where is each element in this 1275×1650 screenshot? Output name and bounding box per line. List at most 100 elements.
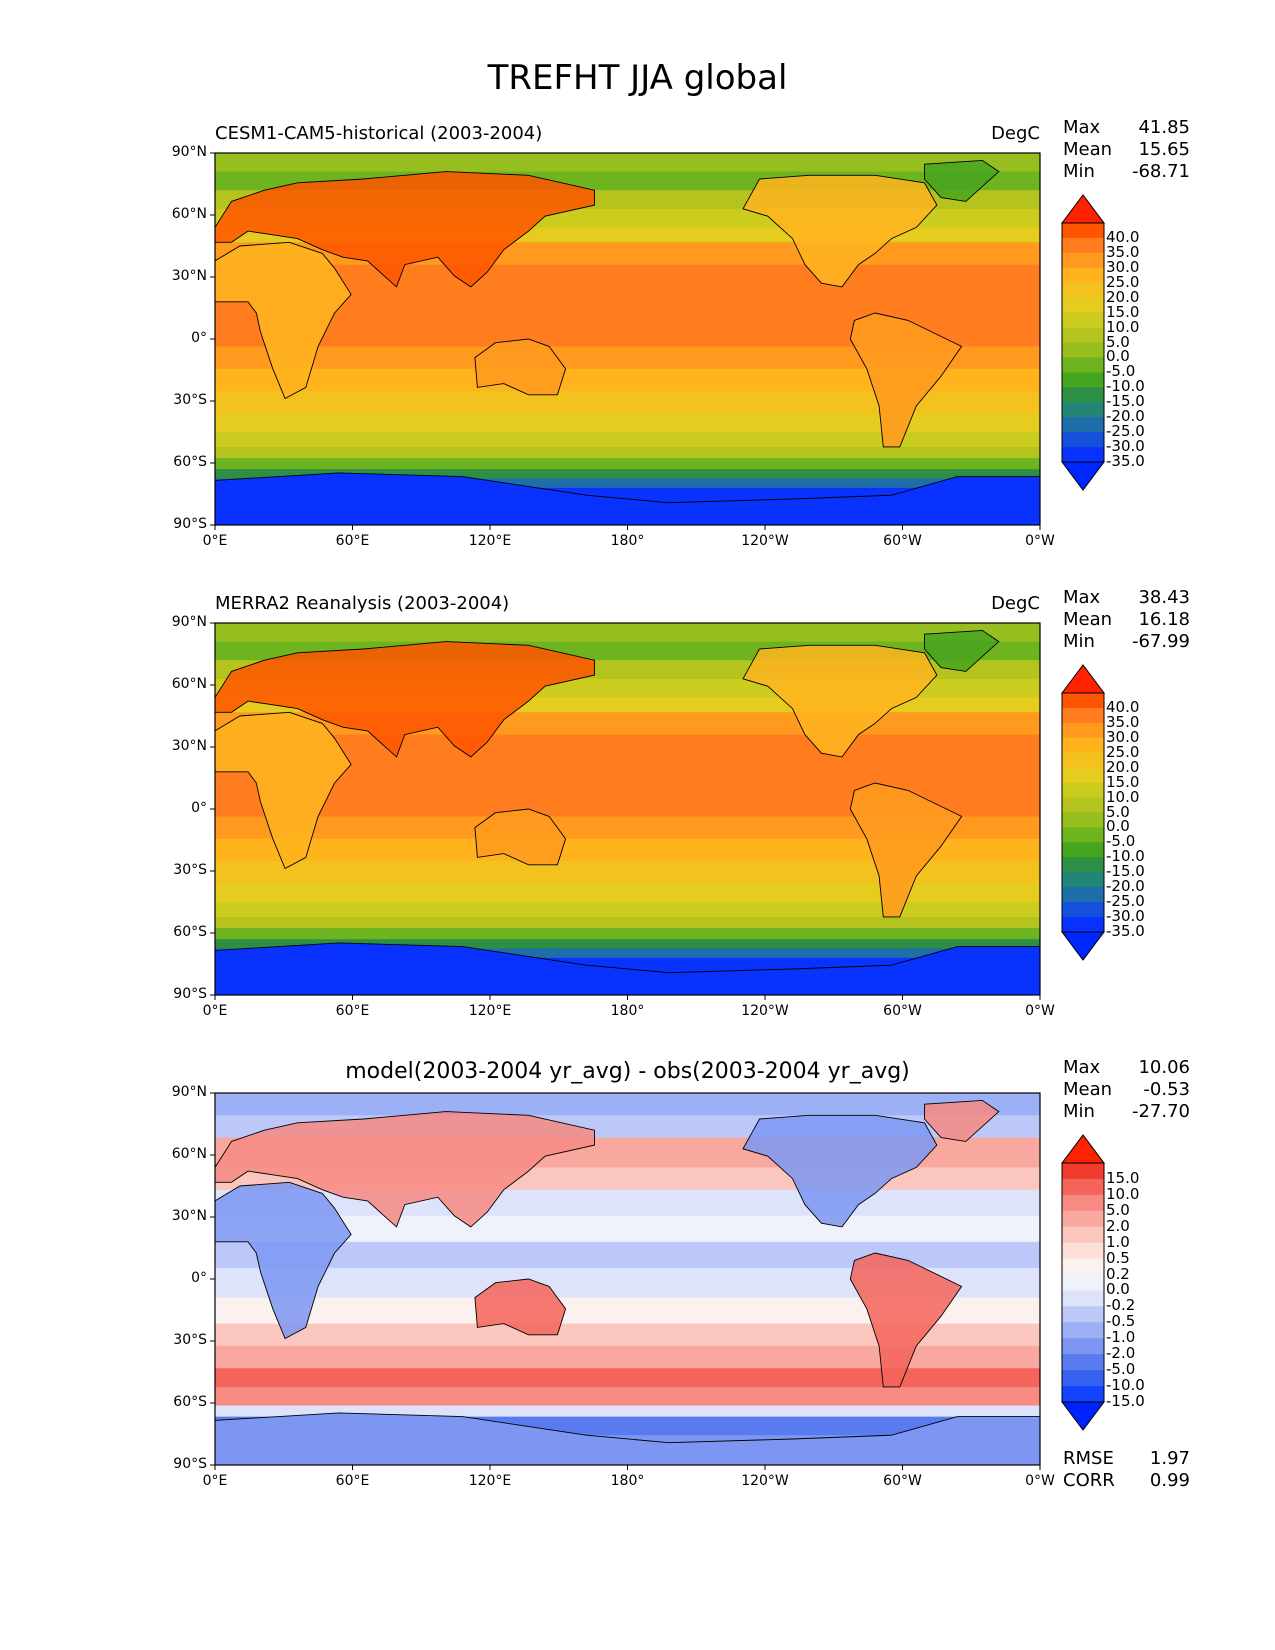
- x-tick-label: 0°W: [1025, 533, 1055, 549]
- stat-row: Max 10.06: [1063, 1057, 1190, 1079]
- map-band: [215, 346, 1040, 370]
- y-tick-label: 0°: [191, 800, 207, 816]
- stat-row: Min -68.71: [1063, 161, 1190, 183]
- metric-row: RMSE 1.97: [1063, 1448, 1190, 1470]
- colorbar-segment: [1062, 797, 1104, 813]
- metric-value: 1.97: [1149, 1448, 1190, 1469]
- stat-row: Max 38.43: [1063, 587, 1190, 609]
- map-band: [215, 861, 1040, 884]
- colorbar-label: -25.0: [1106, 422, 1145, 441]
- map-band: [215, 1386, 1040, 1406]
- y-tick-label: 30°S: [173, 392, 207, 408]
- y-tick-label: 30°S: [173, 862, 207, 878]
- stat-value: 16.18: [1138, 609, 1190, 630]
- colorbar-segment: [1062, 1226, 1104, 1244]
- stat-value: -68.71: [1131, 161, 1190, 182]
- coastline-greenland: [924, 629, 1000, 672]
- map-band: [215, 446, 1040, 459]
- colorbar-segment: [1062, 1242, 1104, 1260]
- y-tick-label: 90°S: [173, 1456, 207, 1472]
- x-tick-label: 60°W: [883, 1473, 922, 1489]
- metric-value: 0.99: [1149, 1470, 1190, 1491]
- colorbar-segment: [1062, 1210, 1104, 1228]
- map-band: [215, 764, 1040, 791]
- units-label: DegC: [991, 123, 1040, 144]
- colorbar-label: -25.0: [1106, 892, 1145, 911]
- stat-label: Mean: [1063, 609, 1113, 630]
- metric-label: RMSE: [1063, 1448, 1114, 1469]
- colorbar-label: -15.0: [1106, 1392, 1145, 1410]
- colorbar-segment: [1062, 887, 1104, 903]
- map-band: [215, 838, 1040, 862]
- x-tick-label: 180°: [610, 1473, 645, 1489]
- stat-label: Mean: [1063, 1079, 1113, 1100]
- colorbar-label: -5.0: [1106, 362, 1136, 381]
- coastline-samerica: [849, 312, 963, 448]
- y-tick-label: 60°S: [173, 454, 207, 470]
- coastline-australia: [474, 338, 567, 396]
- colorbar-segment: [1062, 1306, 1104, 1323]
- coastline-namerica: [742, 644, 938, 758]
- colorbar-label: 10.0: [1106, 787, 1140, 806]
- colorbar-label: 0.0: [1106, 347, 1130, 366]
- colorbar-segment: [1062, 223, 1104, 239]
- metric-label: CORR: [1063, 1470, 1115, 1491]
- colorbar-label: 40.0: [1106, 227, 1140, 246]
- colorbar-segment: [1062, 857, 1104, 873]
- stat-label: Min: [1063, 161, 1095, 182]
- colorbar-segment: [1062, 842, 1104, 858]
- stat-value: -27.70: [1131, 1101, 1190, 1122]
- colorbar-segment: [1062, 1338, 1104, 1355]
- coastline-eurasia: [214, 641, 595, 758]
- colorbar-segment: [1062, 297, 1104, 314]
- colorbar-frame: [1061, 222, 1105, 463]
- y-tick-label: 30°S: [173, 1332, 207, 1348]
- coastline-eurasia: [214, 171, 595, 288]
- colorbar-segment: [1062, 1370, 1104, 1387]
- map-band: [215, 902, 1040, 918]
- colorbar-segment: [1062, 417, 1104, 433]
- colorbar-label: 15.0: [1106, 302, 1140, 321]
- map-band: [215, 623, 1040, 643]
- colorbar-label: 5.0: [1106, 802, 1130, 821]
- colorbar-segment: [1062, 782, 1104, 799]
- x-tick-label: 120°W: [741, 1473, 789, 1489]
- coastline-greenland: [924, 1099, 1000, 1142]
- x-tick-label: 60°E: [335, 1003, 370, 1019]
- map-band: [215, 458, 1040, 470]
- map-band: [215, 816, 1040, 840]
- stat-row: Min -27.70: [1063, 1101, 1190, 1123]
- coastline-samerica: [849, 782, 963, 918]
- colorbar-label: 15.0: [1106, 1168, 1140, 1187]
- colorbar-label: 20.0: [1106, 757, 1140, 776]
- colorbar-segment: [1062, 1290, 1104, 1307]
- colorbar-label: 30.0: [1106, 727, 1140, 746]
- x-tick-label: 0°E: [202, 1003, 228, 1019]
- coastline-eurasia: [214, 1111, 595, 1228]
- y-tick-label: 0°: [191, 1270, 207, 1286]
- map-band: [215, 413, 1040, 433]
- map-band: [215, 368, 1040, 392]
- panel-title: model(2003-2004 yr_avg) - obs(2003-2004 …: [345, 1059, 910, 1084]
- metric-row: CORR 0.99: [1063, 1470, 1190, 1492]
- map-band: [215, 948, 1040, 959]
- colorbar-label: 2.0: [1106, 1216, 1130, 1235]
- colorbar-segment: [1062, 752, 1104, 769]
- colorbar-frame: [1061, 692, 1105, 933]
- y-tick-label: 30°N: [171, 738, 207, 754]
- stat-row: Min -67.99: [1063, 631, 1190, 653]
- coastline-africa: [214, 241, 352, 400]
- colorbar-segment: [1062, 252, 1104, 269]
- x-tick-label: 60°E: [335, 1473, 370, 1489]
- y-tick-label: 60°N: [171, 1146, 207, 1162]
- colorbar-label: 25.0: [1106, 742, 1140, 761]
- stat-value: 10.06: [1138, 1057, 1190, 1078]
- colorbar-segment: [1062, 432, 1104, 448]
- colorbar-label: 40.0: [1106, 697, 1140, 716]
- colorbar-label: -2.0: [1106, 1344, 1136, 1363]
- units-label: DegC: [991, 593, 1040, 614]
- colorbar-label: -35.0: [1106, 922, 1145, 940]
- colorbar-label: 35.0: [1106, 712, 1140, 731]
- y-tick-label: 90°S: [173, 516, 207, 532]
